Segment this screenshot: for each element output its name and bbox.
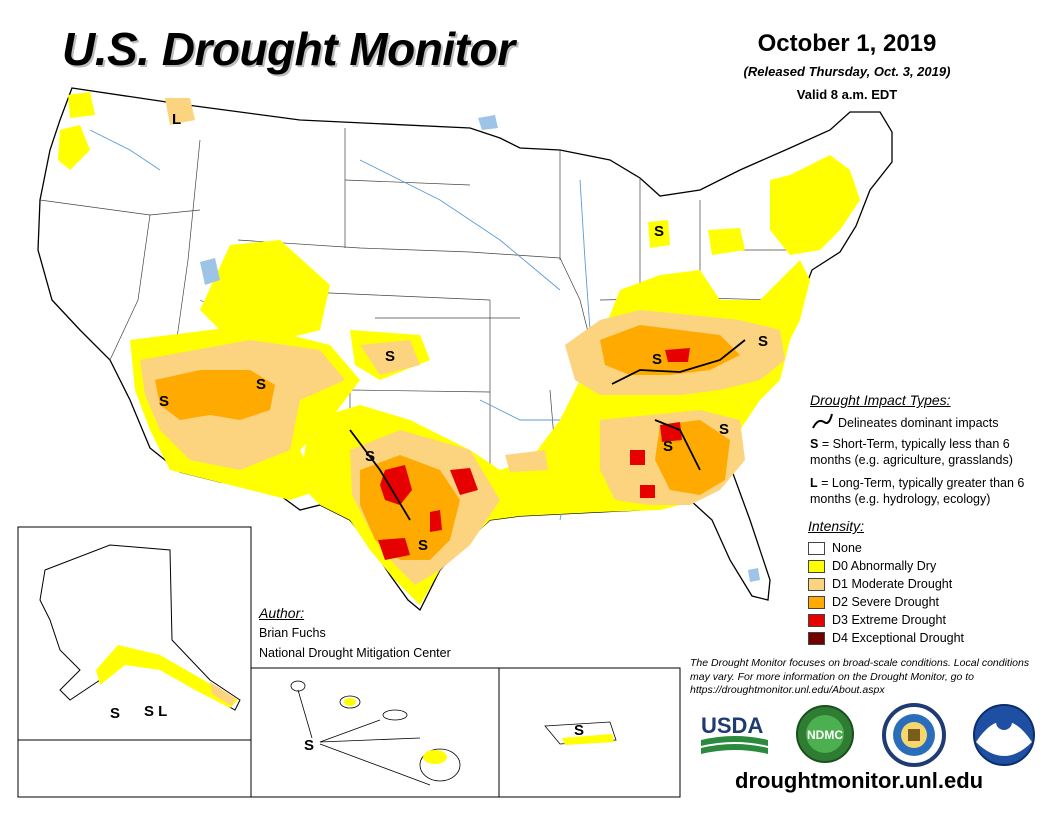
- legend-label: D2 Severe Drought: [832, 595, 940, 609]
- impact-legend-heading: Drought Impact Types:: [810, 392, 951, 408]
- d3-areas: [378, 348, 690, 560]
- impact-labels: S S S S S S S S S S L S S L S S: [110, 111, 768, 754]
- map-label-s: S: [418, 537, 428, 554]
- legend-swatch: [808, 559, 825, 573]
- commerce-seal-icon: [882, 703, 946, 767]
- hawaii-d0: [344, 698, 447, 764]
- short-term-legend: S = Short-Term, typically less than 6 mo…: [810, 436, 1042, 468]
- valid-time: Valid 8 a.m. EDT: [796, 87, 898, 102]
- intensity-item-d1: D1 Moderate Drought: [808, 575, 1038, 593]
- map-label-s: S: [365, 448, 375, 465]
- ndmc-logo: NDMC: [796, 705, 854, 763]
- legend-label: D0 Abnormally Dry: [832, 559, 937, 573]
- released-date: (Released Thursday, Oct. 3, 2019): [743, 64, 951, 79]
- legend-label: D1 Moderate Drought: [832, 577, 953, 591]
- usda-logo: USDA: [701, 713, 768, 754]
- map-label-s: S: [719, 421, 729, 438]
- map-label-s: S: [652, 351, 662, 368]
- map-label-s: S: [304, 737, 314, 754]
- map-title: U.S. Drought Monitor: [62, 23, 515, 75]
- long-term-text: = Long-Term, typically greater than 6 mo…: [810, 476, 1025, 506]
- alaska-d1: [210, 682, 235, 706]
- map-label-s: S: [654, 223, 664, 240]
- map-date: October 1, 2019: [757, 30, 937, 57]
- map-label-s: S: [159, 393, 169, 410]
- noaa-logo-icon: [973, 704, 1035, 766]
- legend-label: D3 Extreme Drought: [832, 613, 946, 627]
- hawaii-inset-frame: [250, 667, 500, 798]
- legend-swatch: [808, 595, 825, 609]
- author-organization: National Drought Mitigation Center: [259, 646, 451, 660]
- map-label-s: S: [256, 376, 266, 393]
- long-term-code: L: [810, 476, 818, 490]
- short-term-text: = Short-Term, typically less than 6 mont…: [810, 437, 1013, 467]
- map-label-s: S: [758, 333, 768, 350]
- intensity-legend: None D0 Abnormally Dry D1 Moderate Droug…: [808, 539, 1038, 647]
- usda-logo-text: USDA: [701, 713, 763, 738]
- long-term-legend: L = Long-Term, typically greater than 6 …: [810, 475, 1042, 507]
- intensity-item-d0: D0 Abnormally Dry: [808, 557, 1038, 575]
- map-label-l: L: [172, 111, 181, 128]
- puerto-rico-d0: [562, 734, 614, 745]
- website-link[interactable]: droughtmonitor.unl.edu: [735, 768, 984, 793]
- legend-label: None: [832, 541, 862, 555]
- intensity-item-d3: D3 Extreme Drought: [808, 611, 1038, 629]
- legend-swatch: [808, 631, 825, 645]
- impact-lines: [349, 339, 746, 521]
- dominant-impacts-text: Delineates dominant impacts: [838, 416, 999, 430]
- legend-label: D4 Exceptional Drought: [832, 631, 965, 645]
- map-label-s: S: [663, 438, 673, 455]
- legend-swatch: [808, 613, 825, 627]
- hawaii-leaders: [297, 689, 431, 786]
- ndmc-logo-text: NDMC: [807, 728, 843, 742]
- legend-swatch: [808, 577, 825, 591]
- intensity-item-d4: D4 Exceptional Drought: [808, 629, 1038, 647]
- author-name: Brian Fuchs: [259, 626, 326, 640]
- disclaimer-note: The Drought Monitor focuses on broad-sca…: [690, 657, 1030, 696]
- intensity-item-none: None: [808, 539, 1038, 557]
- alaska-d0: [96, 645, 238, 708]
- short-term-code: S: [810, 437, 819, 451]
- map-label-s: S: [574, 722, 584, 739]
- dominant-impact-line-icon: [812, 413, 833, 429]
- map-label-s: S: [110, 705, 120, 722]
- author-heading: Author:: [259, 605, 305, 621]
- legend-swatch: [808, 541, 825, 555]
- intensity-item-d2: D2 Severe Drought: [808, 593, 1038, 611]
- lakes: [200, 115, 760, 582]
- map-label-s: S: [385, 348, 395, 365]
- map-label-sl: S L: [144, 703, 167, 720]
- intensity-legend-heading: Intensity:: [808, 518, 865, 534]
